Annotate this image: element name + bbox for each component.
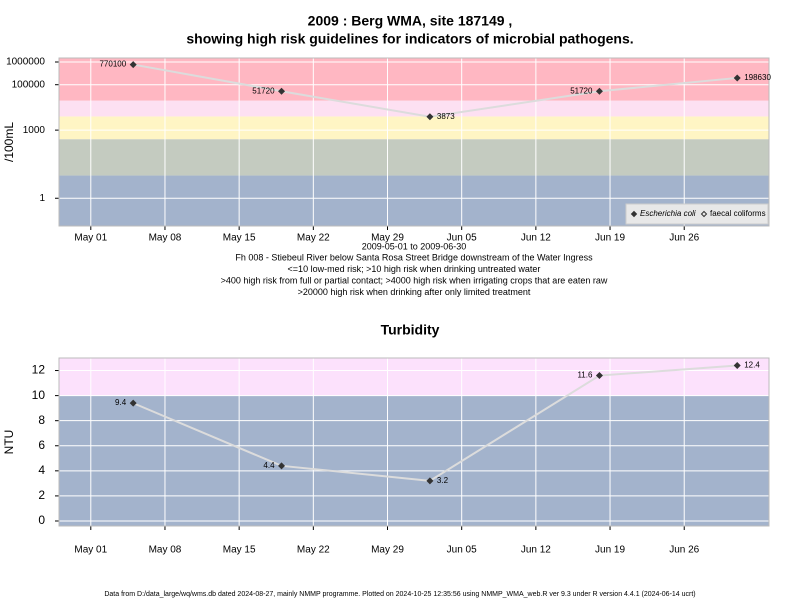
x-tick-label: May 08 — [149, 233, 182, 244]
y-tick-label: 100000 — [12, 79, 46, 90]
x-tick-label: May 29 — [371, 233, 404, 244]
value-label: 51720 — [252, 86, 275, 95]
x-tick-label: May 29 — [371, 545, 404, 556]
x-tick-label: Jun 26 — [669, 545, 699, 556]
x-tick-label: May 01 — [74, 233, 107, 244]
risk-band — [59, 58, 769, 101]
value-label: 198630 — [744, 73, 771, 82]
x-tick-label: Jun 12 — [521, 545, 551, 556]
data-point — [733, 74, 741, 82]
x-tick-label: Jun 05 — [447, 545, 477, 556]
note: >20000 high risk when drinking after onl… — [298, 287, 531, 297]
legend-box — [625, 203, 769, 225]
chart-title: showing high risk guidelines for indicat… — [186, 31, 633, 47]
value-label: 3873 — [437, 112, 455, 121]
data-point — [129, 61, 137, 69]
chart-title: Turbidity — [381, 322, 440, 338]
x-tick-label: May 22 — [297, 545, 330, 556]
x-tick-label: May 01 — [74, 545, 107, 556]
x-tick-label: May 08 — [149, 545, 182, 556]
footer: Data from D:/data_large/wq/wms.db dated … — [104, 591, 695, 598]
value-label: 9.4 — [115, 398, 127, 407]
risk-band — [59, 116, 769, 140]
x-tick-label: Jun 26 — [669, 233, 699, 244]
value-label: 12.4 — [744, 361, 760, 370]
note: <=10 low-med risk; >10 high risk when dr… — [288, 264, 541, 274]
chart-title: 2009 : Berg WMA, site 187149 , — [308, 13, 513, 29]
data-point — [278, 462, 286, 470]
legend-symbol — [700, 210, 708, 218]
risk-band — [59, 395, 769, 526]
value-label: 4.4 — [263, 461, 275, 470]
risk-band — [59, 358, 769, 396]
x-tick-label: Jun 19 — [595, 233, 625, 244]
value-label: 770100 — [99, 60, 126, 69]
data-point — [426, 477, 434, 485]
y-tick-label: 8 — [38, 413, 45, 427]
y-tick-label: 2 — [38, 488, 45, 502]
y-tick-label: 1000 — [23, 125, 46, 136]
value-label: 3.2 — [437, 476, 449, 485]
y-tick-label: 10 — [32, 388, 46, 402]
data-point — [595, 372, 603, 380]
y-tick-label: 12 — [32, 363, 46, 377]
value-label: 51720 — [570, 86, 593, 95]
x-tick-label: Jun 05 — [447, 233, 477, 244]
data-point — [426, 113, 434, 121]
note: >400 high risk from full or partial cont… — [221, 275, 608, 285]
x-tick-label: May 22 — [297, 233, 330, 244]
legend-symbol — [630, 210, 638, 218]
x-tick-label: Jun 19 — [595, 545, 625, 556]
value-label: 11.6 — [577, 371, 593, 380]
y-tick-label: 6 — [38, 438, 45, 452]
legend-label: Escherichia coli — [640, 209, 696, 218]
x-tick-label: May 15 — [223, 233, 256, 244]
y-tick-label: 0 — [38, 513, 45, 527]
x-tick-label: May 15 — [223, 545, 256, 556]
plot-frame — [58, 357, 770, 527]
risk-band — [59, 139, 769, 176]
note: Fh 008 - Stiebeul River below Santa Rosa… — [235, 252, 593, 262]
y-tick-label: 4 — [38, 463, 45, 477]
y-tick-label: 1000000 — [6, 57, 45, 68]
y-axis-label: NTU — [2, 430, 16, 455]
x-tick-label: Jun 12 — [521, 233, 551, 244]
data-point — [595, 87, 603, 95]
y-tick-label: 1 — [39, 193, 45, 204]
x-axis-label: 2009-05-01 to 2009-06-30 — [362, 241, 467, 251]
data-point — [278, 87, 286, 95]
legend-label: faecal coliforms — [710, 209, 766, 218]
data-point — [129, 399, 137, 407]
plot-frame — [58, 57, 770, 227]
risk-band — [59, 100, 769, 117]
data-point — [733, 362, 741, 370]
y-axis-label: /100mL — [2, 122, 16, 162]
